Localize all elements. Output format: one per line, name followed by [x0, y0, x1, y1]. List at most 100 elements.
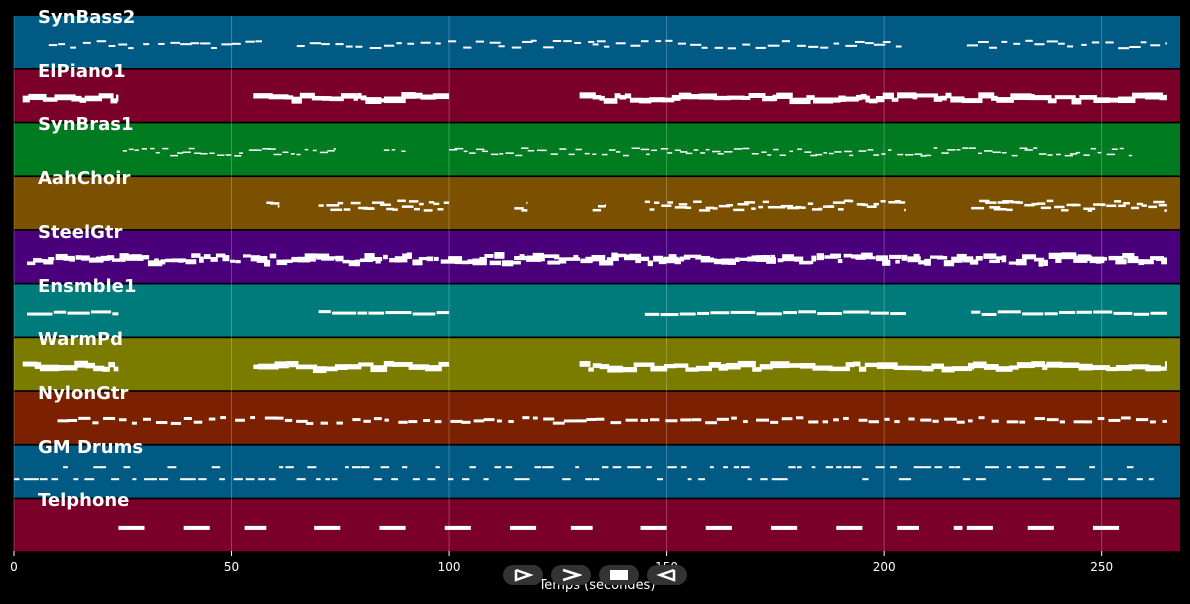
note [1082, 255, 1093, 261]
x-tick-label: 50 [223, 560, 240, 574]
note [476, 148, 485, 151]
note [1095, 259, 1102, 264]
note [641, 256, 650, 262]
note [836, 525, 863, 530]
note [601, 153, 608, 156]
track-label: ElPiano1 [38, 60, 126, 82]
note [781, 417, 793, 421]
note [975, 478, 986, 481]
note [837, 259, 843, 264]
note [1055, 256, 1062, 263]
note [435, 466, 440, 469]
note [681, 466, 687, 469]
note [155, 421, 168, 425]
note [211, 466, 221, 469]
note [701, 46, 708, 49]
note [383, 254, 388, 260]
track-6 [14, 338, 1180, 391]
note [401, 150, 406, 152]
note [419, 202, 424, 206]
note [1093, 97, 1111, 104]
note [473, 419, 485, 423]
note [1031, 202, 1039, 206]
note [700, 152, 706, 154]
note [978, 92, 995, 99]
note [635, 466, 641, 469]
note [897, 92, 917, 99]
note [743, 420, 748, 424]
note [369, 47, 382, 50]
note [588, 367, 594, 372]
track-label: Ensmble1 [38, 275, 137, 297]
note [273, 153, 282, 156]
note [1138, 259, 1144, 266]
note [348, 260, 357, 267]
note [591, 254, 606, 262]
note [312, 149, 317, 152]
note [340, 93, 357, 99]
note [1150, 311, 1167, 315]
note [1034, 417, 1045, 421]
note [183, 525, 210, 530]
note [586, 417, 597, 421]
note [440, 259, 456, 264]
note [225, 154, 232, 156]
note [978, 41, 989, 44]
note [1046, 418, 1059, 422]
note [797, 148, 802, 150]
note [67, 419, 78, 423]
track-label: SynBras1 [38, 114, 134, 136]
note [604, 45, 610, 48]
play-forward-button[interactable] [503, 565, 543, 585]
note [673, 363, 689, 368]
note [955, 466, 961, 469]
note [257, 363, 279, 370]
note [42, 97, 58, 102]
note [496, 419, 502, 423]
note [855, 94, 862, 101]
note [1010, 93, 1032, 101]
stop-button[interactable] [599, 565, 639, 585]
note [866, 205, 877, 209]
fast-forward-icon [562, 568, 582, 582]
note [650, 418, 660, 422]
note [699, 209, 711, 212]
note [657, 478, 663, 481]
note [527, 149, 535, 152]
note [956, 420, 965, 424]
note [461, 260, 470, 265]
note [616, 253, 627, 258]
note [761, 151, 767, 153]
note [940, 95, 947, 101]
note [1073, 420, 1085, 424]
fast-forward-button[interactable] [551, 565, 591, 585]
note [972, 361, 987, 369]
note [138, 255, 144, 261]
note [602, 466, 609, 469]
note [868, 256, 876, 260]
note [596, 417, 605, 421]
note [971, 310, 981, 314]
note [200, 42, 211, 45]
note [1054, 205, 1065, 209]
note [832, 201, 846, 204]
note [862, 478, 869, 481]
note [420, 94, 436, 100]
note [629, 253, 642, 258]
note [438, 361, 450, 367]
note [1033, 95, 1052, 101]
note [943, 260, 955, 267]
note [1040, 206, 1051, 210]
note [705, 421, 717, 425]
note [822, 420, 829, 424]
play-reverse-button[interactable] [647, 565, 687, 585]
note [1111, 148, 1118, 150]
note [462, 478, 470, 481]
note [777, 258, 784, 263]
note [521, 209, 528, 212]
note [1081, 43, 1087, 46]
note [328, 256, 342, 260]
note [685, 152, 693, 155]
note [812, 208, 822, 211]
note [706, 258, 717, 262]
